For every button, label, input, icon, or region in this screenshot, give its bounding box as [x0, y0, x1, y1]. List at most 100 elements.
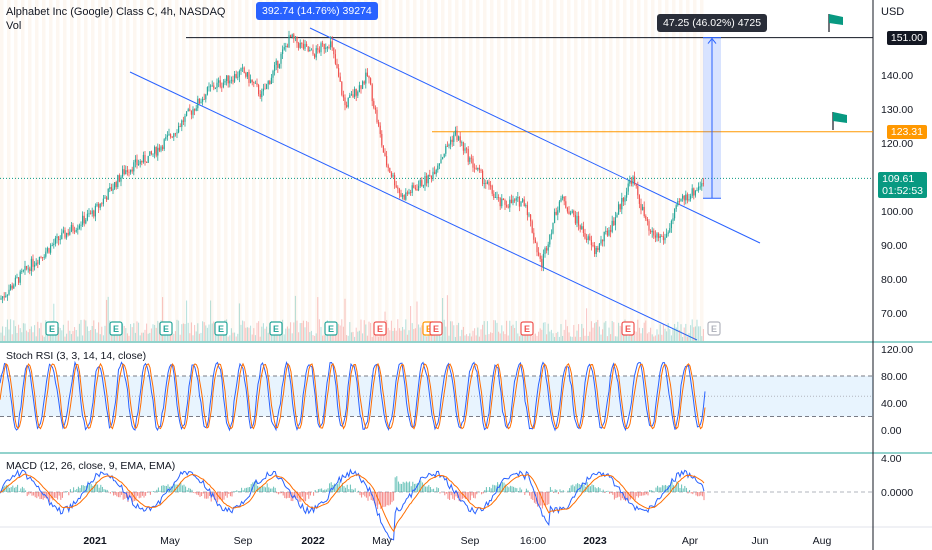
candle-body — [78, 225, 80, 229]
volume-bar — [518, 336, 520, 341]
volume-bar — [627, 336, 629, 341]
macd-hist-bar — [225, 492, 227, 496]
candle-body — [282, 49, 284, 55]
macd-hist-bar — [605, 491, 607, 492]
macd-hist-bar — [353, 489, 355, 492]
candle-body — [27, 268, 29, 270]
candle-body — [485, 183, 487, 184]
macd-hist-bar — [428, 485, 430, 492]
macd-hist-bar — [305, 492, 307, 502]
price-axis-tick: 140.00 — [881, 70, 913, 82]
volume-bar — [283, 334, 285, 341]
candle-body — [322, 43, 324, 45]
session-band — [539, 0, 543, 341]
candle-body — [470, 157, 472, 159]
volume-bar — [685, 323, 687, 341]
macd-hist-bar — [569, 488, 571, 492]
candle-body — [589, 236, 591, 240]
candle-body — [240, 68, 242, 72]
volume-bar — [558, 336, 560, 341]
macd-hist-bar — [89, 484, 91, 492]
volume-bar — [686, 336, 688, 341]
macd-hist-bar — [362, 492, 364, 495]
volume-bar — [98, 322, 100, 341]
macd-hist-bar — [290, 492, 292, 501]
candle-body — [136, 159, 138, 165]
macd-hist-bar — [77, 486, 79, 492]
volume-bar — [464, 335, 466, 341]
volume-bar — [395, 330, 397, 341]
volume-bar — [618, 322, 620, 341]
volume-bar — [202, 321, 204, 341]
candle-body — [101, 203, 103, 205]
macd-hist-bar — [106, 489, 108, 492]
macd-hist-bar — [324, 489, 326, 492]
session-band — [637, 0, 641, 341]
macd-hist-bar — [42, 492, 44, 500]
candle-body — [152, 153, 154, 155]
macd-hist-bar — [687, 492, 689, 494]
volume-bar — [114, 334, 116, 341]
candle-body — [306, 43, 308, 47]
session-band — [364, 0, 368, 341]
macd-hist-bar — [554, 489, 556, 492]
candle-body — [362, 81, 364, 89]
candle-body — [694, 190, 696, 196]
macd-hist-bar — [229, 492, 231, 497]
candle-body — [26, 265, 28, 269]
macd-hist-bar — [562, 490, 564, 492]
candle-body — [314, 54, 316, 58]
candle-body — [365, 72, 367, 84]
volume-bar — [363, 320, 365, 341]
macd-hist-bar — [165, 485, 167, 492]
volume-bar — [243, 321, 245, 341]
candle-body — [523, 199, 525, 206]
macd-hist-bar — [417, 483, 419, 492]
candle-body — [154, 147, 156, 154]
candle-body — [530, 214, 532, 222]
volume-bar — [72, 331, 74, 341]
candle-body — [326, 47, 328, 48]
candle-body — [555, 211, 557, 215]
candle-body — [392, 175, 394, 177]
candle-body — [418, 185, 420, 191]
stoch-axis-tick: 120.00 — [881, 344, 913, 356]
volume-bar — [438, 332, 440, 341]
candle-body — [248, 72, 250, 83]
volume-bar — [630, 335, 632, 341]
candle-body — [373, 101, 375, 108]
volume-bar — [330, 335, 332, 341]
candle-body — [75, 229, 77, 232]
candle-body — [578, 215, 580, 226]
macd-hist-bar — [508, 487, 510, 492]
earnings-badge — [214, 321, 228, 336]
candle-body — [149, 151, 151, 156]
candle-body — [232, 79, 234, 82]
earnings-badge — [520, 321, 534, 336]
candle-body — [293, 34, 295, 39]
candle-body — [285, 45, 287, 47]
candle-body — [658, 233, 660, 238]
volume-bar — [600, 334, 602, 341]
volume-bar — [133, 323, 135, 341]
macd-hist-bar — [205, 492, 207, 499]
candle-body — [126, 170, 128, 172]
volume-bar — [515, 320, 517, 341]
volume-bar — [501, 325, 503, 341]
candle-body — [155, 147, 157, 156]
volume-bar — [61, 330, 63, 341]
volume-bar — [512, 324, 514, 341]
volume-bar — [288, 328, 290, 341]
macd-hist-bar — [404, 482, 406, 492]
candle-body — [482, 170, 484, 184]
candle-body — [419, 180, 421, 186]
volume-bar — [14, 326, 16, 341]
candle-body — [619, 204, 621, 210]
macd-hist-bar — [82, 485, 84, 492]
candle-body — [237, 76, 239, 78]
candle-body — [270, 77, 272, 84]
candle-body — [251, 79, 253, 83]
volume-bar — [277, 332, 279, 341]
volume-bar — [648, 332, 650, 341]
